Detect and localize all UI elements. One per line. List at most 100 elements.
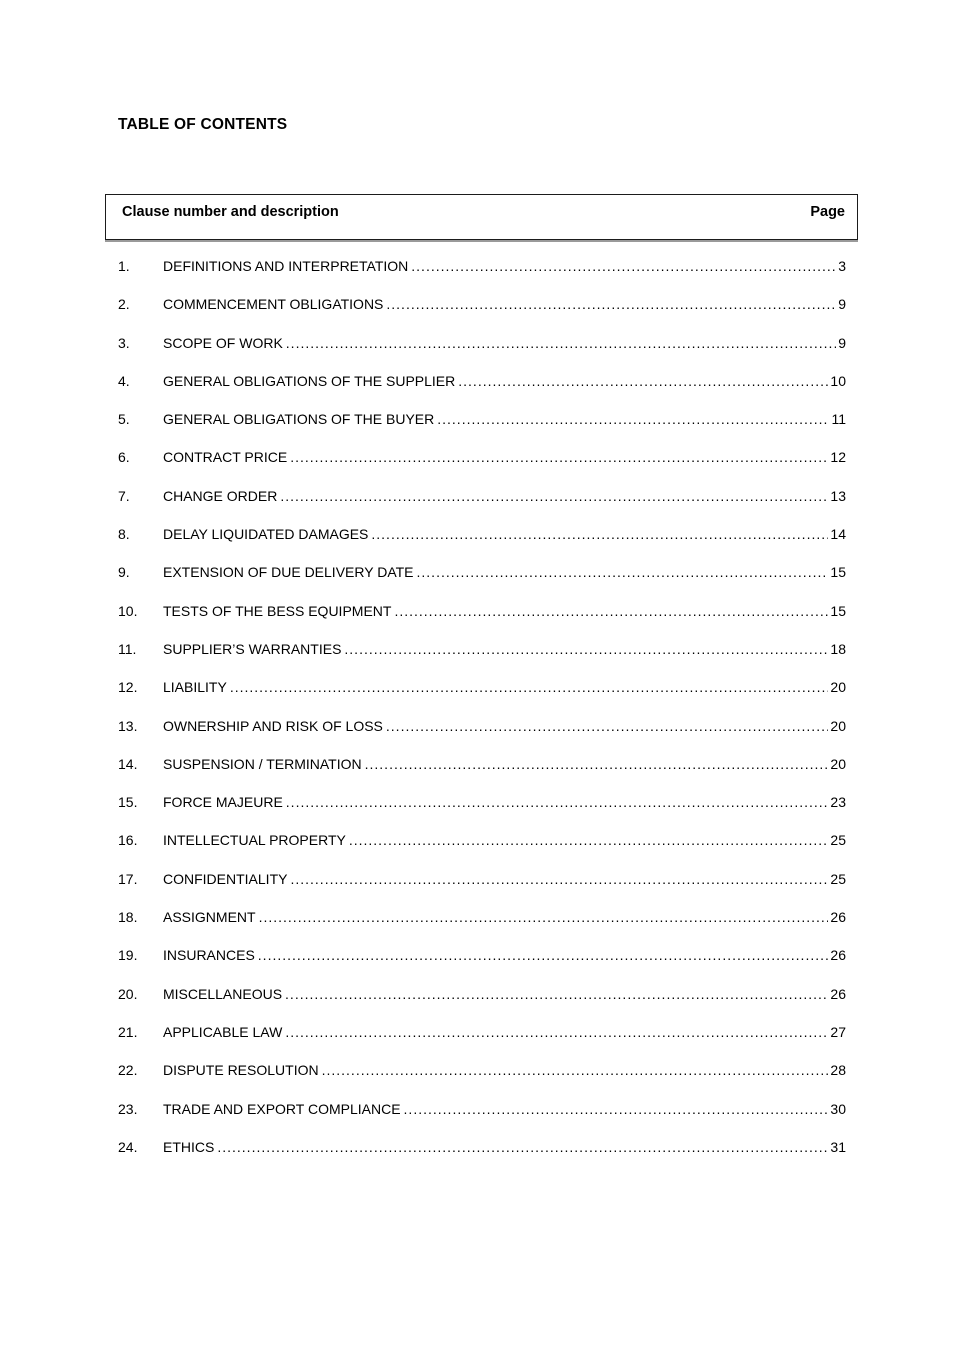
toc-entry-title: ETHICS [163, 1138, 215, 1155]
toc-entry-page-number: 23 [830, 794, 846, 811]
toc-entry-number: 2. [118, 296, 130, 313]
toc-entry-number: 13. [118, 717, 138, 734]
toc-entry-number: 9. [118, 564, 130, 581]
page-title: TABLE OF CONTENTS [118, 116, 288, 133]
toc-entry-dot-leader [365, 755, 829, 773]
toc-entry-page-number: 18 [830, 640, 846, 657]
toc-entry-number: 23. [118, 1100, 138, 1117]
toc-entry-title: INTELLECTUAL PROPERTY [163, 832, 346, 849]
toc-entry-number: 21. [118, 1023, 138, 1040]
toc-entry: 16. INTELLECTUAL PROPERTY 25 [118, 831, 846, 869]
toc-entry-number: 5. [118, 411, 130, 428]
toc-entry-page-number: 25 [830, 870, 846, 887]
toc-entry-number: 18. [118, 909, 138, 926]
toc-entry-page-number: 25 [830, 832, 846, 849]
toc-entry-dot-leader [371, 525, 828, 543]
toc-entry-page-number: 26 [830, 985, 846, 1002]
toc-entry-dot-leader [458, 372, 828, 390]
toc-entry-title: COMMENCEMENT OBLIGATIONS [163, 296, 384, 313]
toc-entry-dot-leader [404, 1100, 829, 1118]
toc-entry-dot-leader [411, 257, 836, 275]
toc-entry-page-number: 10 [830, 372, 846, 389]
toc-entry-dot-leader [344, 640, 828, 658]
toc-entry-title: TRADE AND EXPORT COMPLIANCE [163, 1100, 401, 1117]
toc-entry: 6. CONTRACT PRICE 12 [118, 448, 846, 486]
toc-entry: 21. APPLICABLE LAW 27 [118, 1023, 846, 1061]
toc-entry-dot-leader [394, 602, 828, 620]
toc-entry-title: SUPPLIER’S WARRANTIES [163, 640, 342, 657]
toc-entry: 23. TRADE AND EXPORT COMPLIANCE 30 [118, 1100, 846, 1138]
toc-entry-title: APPLICABLE LAW [163, 1023, 283, 1040]
toc-entry: 17. CONFIDENTIALITY 25 [118, 870, 846, 908]
toc-entry-number: 8. [118, 526, 130, 543]
toc-list: 1. DEFINITIONS AND INTERPRETATION 3 2. C… [118, 257, 846, 1176]
toc-entry: 22. DISPUTE RESOLUTION 28 [118, 1061, 846, 1099]
toc-entry: 10. TESTS OF THE BESS EQUIPMENT 15 [118, 602, 846, 640]
toc-entry: 4. GENERAL OBLIGATIONS OF THE SUPPLIER 1… [118, 372, 846, 410]
toc-entry-page-number: 28 [830, 1062, 846, 1079]
toc-entry: 24. ETHICS 31 [118, 1138, 846, 1176]
toc-header-clause-label: Clause number and description [122, 204, 339, 220]
toc-entry-dot-leader [217, 1138, 828, 1156]
toc-entry: 7. CHANGE ORDER 13 [118, 487, 846, 525]
toc-entry-page-number: 13 [830, 487, 846, 504]
toc-entry-title: LIABILITY [163, 679, 227, 696]
toc-entry-page-number: 20 [830, 755, 846, 772]
toc-entry-title: SUSPENSION / TERMINATION [163, 755, 362, 772]
toc-entry-number: 4. [118, 372, 130, 389]
toc-entry-dot-leader [322, 1061, 829, 1079]
toc-header-page-label: Page [810, 204, 845, 220]
toc-entry-title: CHANGE ORDER [163, 487, 278, 504]
toc-entry-number: 1. [118, 258, 130, 274]
toc-entry-page-number: 27 [830, 1023, 846, 1040]
toc-entry-title: SCOPE OF WORK [163, 334, 283, 351]
toc-entry-number: 7. [118, 487, 130, 504]
toc-header-box: Clause number and description Page [105, 194, 858, 240]
toc-entry-page-number: 20 [830, 679, 846, 696]
toc-entry-title: GENERAL OBLIGATIONS OF THE BUYER [163, 411, 435, 428]
toc-entry-dot-leader [417, 563, 829, 581]
toc-entry-number: 15. [118, 794, 138, 811]
toc-entry: 13. OWNERSHIP AND RISK OF LOSS 20 [118, 717, 846, 755]
toc-entry-dot-leader [386, 717, 829, 735]
toc-entry-dot-leader [349, 831, 829, 849]
toc-entry-page-number: 31 [830, 1138, 846, 1155]
toc-entry-number: 11. [118, 640, 137, 657]
toc-entry: 14. SUSPENSION / TERMINATION 20 [118, 755, 846, 793]
toc-entry: 9. EXTENSION OF DUE DELIVERY DATE 15 [118, 563, 846, 601]
toc-entry-number: 16. [118, 832, 138, 849]
toc-entry-page-number: 12 [830, 449, 846, 466]
toc-entry-title: CONFIDENTIALITY [163, 870, 288, 887]
toc-entry: 18. ASSIGNMENT 26 [118, 908, 846, 946]
toc-entry-title: FORCE MAJEURE [163, 794, 283, 811]
toc-entry-title: CONTRACT PRICE [163, 449, 288, 466]
toc-entry-page-number: 9 [838, 296, 846, 313]
toc-entry-title: INSURANCES [163, 947, 255, 964]
toc-entry-number: 10. [118, 602, 138, 619]
toc-entry: 5. GENERAL OBLIGATIONS OF THE BUYER 11 [118, 410, 846, 448]
toc-entry: 19. INSURANCES 26 [118, 946, 846, 984]
toc-entry-dot-leader [259, 908, 829, 926]
toc-entry-title: OWNERSHIP AND RISK OF LOSS [163, 717, 383, 734]
toc-entry-dot-leader [285, 1023, 828, 1041]
toc-entry-title: DELAY LIQUIDATED DAMAGES [163, 526, 369, 543]
toc-entry-dot-leader [290, 870, 828, 888]
toc-entry: 12. LIABILITY 20 [118, 678, 846, 716]
toc-entry-number: 14. [118, 755, 138, 772]
toc-entry-number: 20. [118, 985, 138, 1002]
toc-entry-number: 17. [118, 870, 138, 887]
toc-entry-number: 19. [118, 947, 138, 964]
toc-entry-dot-leader [290, 448, 828, 466]
toc-entry: 2. COMMENCEMENT OBLIGATIONS 9 [118, 295, 846, 333]
toc-entry-number: 12. [118, 679, 138, 696]
toc-entry-title: EXTENSION OF DUE DELIVERY DATE [163, 564, 414, 581]
toc-entry: 8. DELAY LIQUIDATED DAMAGES 14 [118, 525, 846, 563]
toc-entry-page-number: 30 [830, 1100, 846, 1117]
toc-entry-dot-leader [286, 793, 829, 811]
toc-entry-dot-leader [386, 295, 836, 313]
toc-entry: 20. MISCELLANEOUS 26 [118, 985, 846, 1023]
toc-entry-title: ASSIGNMENT [163, 909, 256, 926]
toc-entry-page-number: 26 [830, 909, 846, 926]
toc-entry-dot-leader [230, 678, 829, 696]
toc-entry: 3. SCOPE OF WORK 9 [118, 334, 846, 372]
